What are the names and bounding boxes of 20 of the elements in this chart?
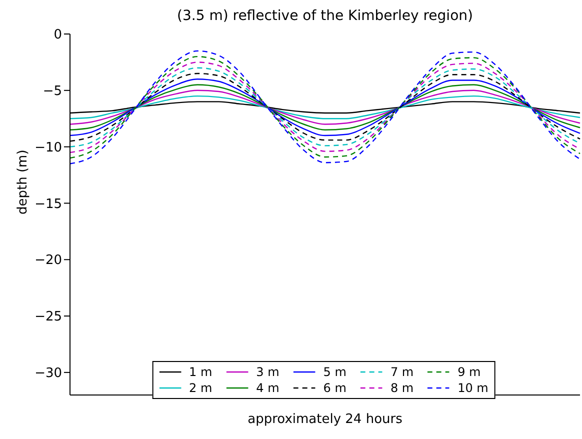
x-axis-title: approximately 24 hours bbox=[248, 412, 403, 427]
legend-label: 3 m bbox=[256, 365, 280, 379]
y-tick-label: −20 bbox=[34, 253, 62, 268]
y-tick-label: −15 bbox=[34, 196, 62, 212]
y-axis-title: depth (m) bbox=[16, 150, 31, 214]
legend-label: 1 m bbox=[189, 365, 212, 379]
legend-label: 2 m bbox=[189, 381, 212, 395]
legend-label: 10 m bbox=[458, 381, 488, 395]
legend-label: 8 m bbox=[390, 381, 414, 395]
y-tick-label: 0 bbox=[54, 28, 62, 43]
legend-label: 4 m bbox=[256, 381, 280, 395]
chart-title: (3.5 m) reflective of the Kimberley region) bbox=[176, 8, 474, 24]
y-tick-label: −5 bbox=[42, 84, 62, 100]
legend-label: 7 m bbox=[390, 365, 414, 379]
y-tick-label: −10 bbox=[34, 140, 62, 156]
legend-label: 6 m bbox=[323, 381, 346, 395]
y-tick-label: −25 bbox=[34, 310, 62, 325]
legend-label: 9 m bbox=[458, 365, 481, 379]
legend-label: 5 m bbox=[323, 365, 346, 379]
y-tick-label: −30 bbox=[34, 366, 62, 382]
